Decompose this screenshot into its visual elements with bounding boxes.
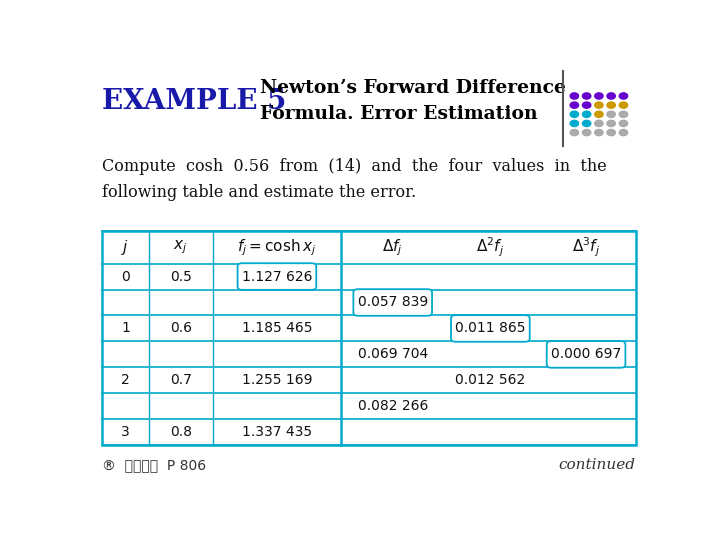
Text: 0.069 704: 0.069 704: [358, 347, 428, 361]
FancyBboxPatch shape: [451, 315, 530, 342]
Circle shape: [595, 111, 603, 117]
Circle shape: [582, 130, 591, 136]
Text: ®  歐亞書局  P 806: ® 歐亞書局 P 806: [102, 458, 207, 472]
Circle shape: [619, 130, 628, 136]
Text: 0.011 865: 0.011 865: [455, 321, 526, 335]
Text: 0.7: 0.7: [170, 373, 192, 387]
Text: 1.255 169: 1.255 169: [242, 373, 312, 387]
Circle shape: [607, 120, 616, 126]
Text: 0: 0: [121, 269, 130, 284]
Circle shape: [595, 130, 603, 136]
Circle shape: [570, 130, 579, 136]
Text: $\Delta f_j$: $\Delta f_j$: [382, 237, 403, 258]
Text: $x_j$: $x_j$: [174, 239, 188, 256]
Circle shape: [619, 93, 628, 99]
Text: 0.057 839: 0.057 839: [358, 295, 428, 309]
Circle shape: [607, 111, 616, 117]
Text: $f_j = \cosh x_j$: $f_j = \cosh x_j$: [238, 237, 317, 258]
Text: $\Delta^2 f_j$: $\Delta^2 f_j$: [477, 235, 505, 259]
Text: 0.012 562: 0.012 562: [455, 373, 526, 387]
FancyBboxPatch shape: [102, 231, 636, 446]
Text: 2: 2: [121, 373, 130, 387]
Text: $\Delta^3 f_j$: $\Delta^3 f_j$: [572, 235, 600, 259]
FancyBboxPatch shape: [354, 289, 432, 316]
Text: 1: 1: [121, 321, 130, 335]
Text: $j$: $j$: [122, 238, 130, 257]
Text: 0.6: 0.6: [170, 321, 192, 335]
Circle shape: [582, 120, 591, 126]
Circle shape: [619, 120, 628, 126]
Text: 1.127 626: 1.127 626: [242, 269, 312, 284]
Circle shape: [619, 111, 628, 117]
Text: 0.8: 0.8: [170, 426, 192, 439]
Text: Newton’s Forward Difference
Formula. Error Estimation: Newton’s Forward Difference Formula. Err…: [260, 79, 566, 123]
Circle shape: [607, 130, 616, 136]
Circle shape: [595, 93, 603, 99]
Text: 1.337 435: 1.337 435: [242, 426, 312, 439]
Text: 0.082 266: 0.082 266: [358, 399, 428, 413]
Text: 0.000 697: 0.000 697: [551, 347, 621, 361]
Circle shape: [582, 102, 591, 108]
Circle shape: [570, 120, 579, 126]
FancyBboxPatch shape: [546, 341, 626, 368]
Text: 0.5: 0.5: [170, 269, 192, 284]
Circle shape: [570, 102, 579, 108]
Circle shape: [570, 111, 579, 117]
Text: 3: 3: [121, 426, 130, 439]
Circle shape: [607, 93, 616, 99]
Circle shape: [619, 102, 628, 108]
FancyBboxPatch shape: [238, 263, 316, 290]
Circle shape: [582, 93, 591, 99]
Text: Compute  cosh  0.56  from  (14)  and  the  four  values  in  the
following table: Compute cosh 0.56 from (14) and the four…: [102, 158, 607, 201]
Circle shape: [607, 102, 616, 108]
Text: 1.185 465: 1.185 465: [242, 321, 312, 335]
Circle shape: [595, 102, 603, 108]
Circle shape: [570, 93, 579, 99]
Text: EXAMPLE 5: EXAMPLE 5: [102, 87, 287, 114]
Circle shape: [595, 120, 603, 126]
Text: continued: continued: [559, 458, 636, 472]
Circle shape: [582, 111, 591, 117]
